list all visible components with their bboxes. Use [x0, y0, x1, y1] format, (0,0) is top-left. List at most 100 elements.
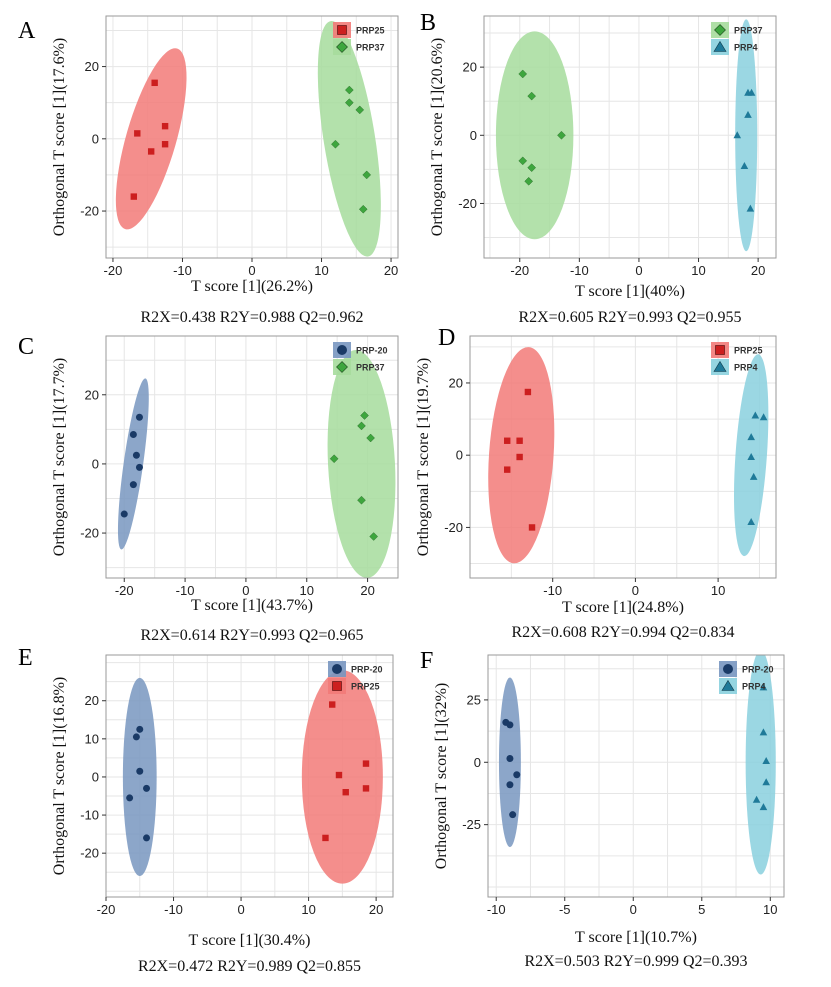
data-point-prp4: [747, 88, 756, 96]
y-axis-title: Orthogonal T score [1](32%): [433, 683, 450, 869]
data-point-prp-20: [509, 811, 517, 819]
legend-label: PRP25: [351, 682, 380, 692]
data-point-prp25: [362, 785, 370, 792]
legend-marker-prp37: [336, 361, 348, 373]
data-point-prp4: [751, 411, 760, 419]
x-tick-label: -20: [510, 263, 529, 278]
legend-label: PRP4: [742, 682, 766, 692]
data-point-prp4: [762, 778, 770, 786]
data-point-prp25: [134, 130, 141, 137]
plot-data: [122, 670, 383, 884]
legend: PRP25 PRP4: [711, 342, 763, 375]
legend-marker-prp25: [332, 681, 342, 691]
data-point-prp-20: [143, 834, 151, 842]
legend-marker-prp4: [713, 360, 727, 372]
plot-data: [488, 347, 769, 564]
legend-label: PRP37: [356, 363, 385, 373]
x-tick-label: 20: [369, 902, 383, 917]
confidence-ellipse-prp4: [735, 19, 758, 252]
x-tick-label: 10: [300, 583, 314, 598]
panel-letter: F: [420, 648, 433, 674]
data-point-prp4: [740, 161, 749, 169]
data-point-prp25: [322, 834, 329, 842]
data-point-prp-20: [506, 755, 514, 763]
data-point-prp37: [329, 454, 339, 464]
plot-frame: [487, 654, 785, 898]
x-tick-label: 10: [711, 583, 725, 598]
panel-letter: A: [18, 18, 36, 44]
legend: PRP-20 PRP4: [719, 661, 774, 694]
x-tick-label: -10: [487, 902, 506, 917]
panel-letter: C: [18, 334, 34, 360]
data-point-prp37: [355, 105, 365, 115]
y-tick-label: 0: [92, 456, 99, 471]
x-axis-title: T score [1](10.7%): [575, 929, 697, 946]
legend: PRP-20 PRP25: [328, 661, 383, 694]
x-tick-label: 5: [698, 902, 705, 917]
legend: PRP25 PRP37: [333, 22, 385, 55]
data-point-prp-20: [129, 481, 137, 489]
y-axis-title: Orthogonal T score [1](20.6%): [429, 38, 446, 236]
data-point-prp37: [557, 131, 566, 140]
y-tick-label: 20: [85, 59, 99, 74]
legend-label: PRP4: [734, 363, 758, 373]
legend-label: PRP-20: [356, 346, 388, 356]
x-axis-title: T score [1](26.2%): [191, 278, 313, 295]
plot-frame: [105, 654, 394, 898]
legend-marker-prp37: [336, 41, 348, 53]
x-tick-label: 0: [237, 902, 244, 917]
x-tick-label: 10: [314, 263, 328, 278]
confidence-ellipse-prp25: [301, 670, 383, 884]
model-stats: R2X=0.472 R2Y=0.989 Q2=0.855: [138, 958, 361, 975]
model-stats: R2X=0.438 R2Y=0.988 Q2=0.962: [140, 309, 363, 326]
data-point-prp37: [358, 204, 368, 214]
x-tick-label: -10: [164, 902, 183, 917]
y-axis-title: Orthogonal T score [1](16.8%): [51, 677, 68, 875]
panel-f: F -10 -5 0 5 10 -25 0 25 T score [1](10.7%) Orthog…: [420, 648, 785, 970]
data-point-prp37: [357, 495, 366, 505]
legend-marker-prp25: [337, 25, 347, 35]
x-tick-label: -10: [173, 263, 192, 278]
y-tick-label: -20: [458, 196, 477, 211]
data-point-prp25: [504, 437, 511, 444]
data-point-prp37: [524, 177, 533, 186]
data-point-prp4: [747, 518, 755, 526]
data-point-prp25: [516, 453, 523, 461]
data-point-prp4: [759, 728, 768, 736]
plot-data: [498, 655, 776, 875]
confidence-ellipse-prp37: [495, 31, 574, 240]
data-point-prp4: [746, 204, 755, 212]
confidence-ellipse-prp25: [115, 48, 187, 230]
panel-letter: B: [420, 10, 436, 36]
legend-label: PRP37: [734, 26, 763, 36]
y-axis-title: Orthogonal T score [1](17.6%): [51, 38, 68, 236]
data-point-prp37: [345, 98, 354, 107]
x-tick-label: -10: [176, 583, 195, 598]
x-axis-title: T score [1](24.8%): [562, 599, 684, 616]
y-tick-label: -20: [80, 204, 99, 219]
data-point-prp4: [759, 413, 768, 421]
legend-marker-prp4: [713, 40, 727, 52]
data-point-prp25: [528, 524, 536, 531]
data-point-prp-20: [126, 794, 134, 802]
y-axis-title: Orthogonal T score [1](17.7%): [51, 358, 68, 556]
data-point-prp37: [527, 163, 536, 172]
data-point-prp25: [504, 466, 511, 473]
y-tick-label: -10: [80, 808, 99, 823]
x-tick-label: 20: [384, 263, 398, 278]
data-point-prp37: [518, 156, 528, 166]
legend-marker-prp25: [715, 345, 725, 355]
data-point-prp25: [329, 701, 336, 708]
x-tick-label: 10: [763, 902, 777, 917]
data-point-prp37: [357, 421, 366, 431]
data-point-prp4: [747, 453, 755, 460]
model-stats: R2X=0.605 R2Y=0.993 Q2=0.955: [518, 309, 741, 326]
data-point-prp-20: [132, 733, 140, 741]
data-point-prp37: [366, 433, 375, 443]
plot-data: [115, 21, 381, 257]
y-tick-label: 0: [456, 448, 463, 463]
data-point-prp4: [744, 110, 752, 118]
data-point-prp25: [161, 122, 169, 130]
data-point-prp-20: [506, 721, 514, 729]
